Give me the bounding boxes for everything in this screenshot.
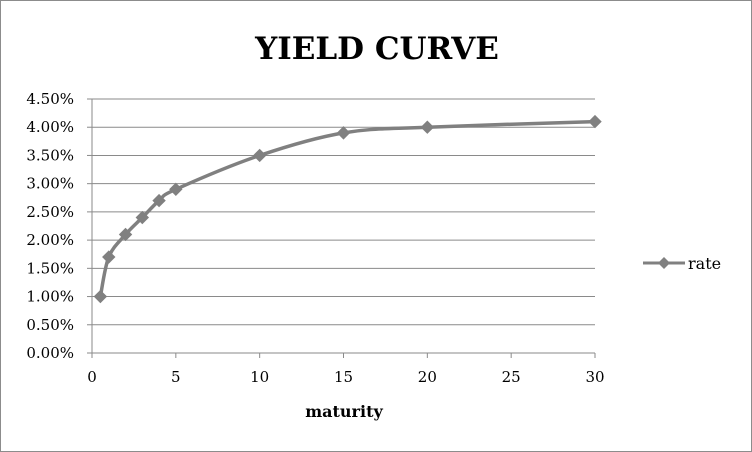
axes — [87, 98, 596, 358]
y-tick-label: 0.50% — [26, 316, 74, 334]
series-line-rate — [98, 119, 596, 297]
y-tick-label: 2.00% — [26, 231, 74, 249]
y-tick-label: 3.50% — [26, 146, 74, 164]
data-point-marker — [169, 182, 183, 197]
data-point-marker — [118, 227, 133, 242]
x-tick-label: 5 — [171, 368, 181, 386]
x-tick-label: 0 — [87, 368, 97, 386]
series-rate — [93, 114, 602, 304]
x-tick-label: 10 — [250, 368, 269, 386]
x-tick-label: 25 — [502, 368, 521, 386]
x-tick-label: 15 — [334, 368, 353, 386]
data-point-marker — [152, 193, 166, 208]
x-tick-label: 30 — [585, 368, 604, 386]
x-axis-title: maturity — [305, 402, 383, 421]
y-tick-label: 1.50% — [26, 259, 74, 277]
y-tick-label: 4.50% — [26, 90, 74, 108]
data-point-marker — [420, 120, 435, 134]
data-point-marker — [588, 114, 602, 129]
y-tick-label: 2.50% — [26, 203, 74, 221]
y-tick-label: 4.00% — [26, 118, 74, 136]
data-point-marker — [336, 126, 351, 140]
y-tick-label: 1.00% — [26, 288, 74, 306]
data-point-marker — [252, 148, 267, 163]
legend: rate — [643, 254, 721, 273]
x-tick-label: 20 — [418, 368, 437, 386]
chart-title: YIELD CURVE — [254, 31, 499, 67]
data-point-marker — [102, 250, 116, 264]
y-tick-labels: 0.00% 0.50% 1.00% 1.50% 2.00% 2.50% 3.00% 3.50%… — [26, 90, 74, 362]
y-tick-label: 0.00% — [26, 344, 74, 362]
y-tick-label: 3.00% — [26, 175, 74, 193]
legend-marker — [658, 257, 670, 269]
legend-label-rate: rate — [688, 254, 721, 273]
data-point-marker — [135, 210, 150, 225]
data-point-marker — [93, 289, 108, 304]
x-tick-labels: 0 5 10 15 20 25 30 — [87, 368, 604, 386]
